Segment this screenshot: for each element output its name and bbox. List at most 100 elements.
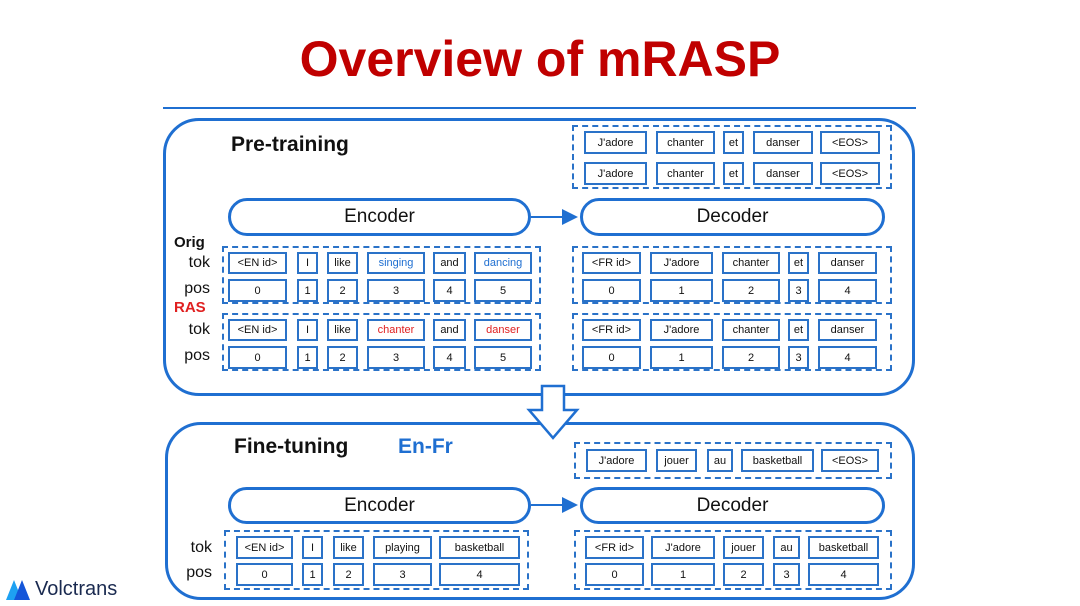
logo-icon (14, 580, 30, 600)
output-token: et (723, 131, 744, 154)
position: 2 (327, 279, 358, 302)
output-token: <EOS> (821, 449, 879, 472)
token: and (433, 252, 466, 274)
output-token: <EOS> (820, 131, 880, 154)
position: 4 (818, 279, 877, 302)
finetuning-label: Fine-tuning (234, 435, 349, 458)
target-group (574, 530, 892, 590)
position: 1 (302, 563, 323, 586)
position: 0 (236, 563, 293, 586)
token: basketball (439, 536, 520, 559)
group-label: RAS (174, 299, 206, 316)
down-arrow (526, 384, 580, 440)
token: like (327, 252, 358, 274)
title-rule (163, 107, 916, 109)
position: 3 (773, 563, 800, 586)
target-group (572, 246, 892, 304)
output-token: danser (753, 162, 813, 185)
token: danser (818, 252, 877, 274)
token: chanter (722, 319, 780, 341)
row-label: pos (184, 347, 210, 364)
position: 0 (228, 279, 287, 302)
token: J'adore (650, 319, 713, 341)
group-label: Orig (174, 234, 205, 251)
slide-title: Overview of mRASP (299, 31, 781, 87)
token: danser (474, 319, 532, 341)
output-token: J'adore (586, 449, 647, 472)
token: <FR id> (585, 536, 644, 559)
position: 4 (433, 279, 466, 302)
output-token: chanter (656, 162, 715, 185)
position: 3 (788, 346, 809, 369)
position: 2 (333, 563, 364, 586)
decoder: Decoder (580, 487, 885, 524)
token: et (788, 252, 809, 274)
pretraining-label: Pre-training (231, 133, 349, 156)
token: dancing (474, 252, 532, 274)
token: basketball (808, 536, 879, 559)
row-label: tok (190, 539, 212, 556)
row-label: pos (184, 280, 210, 297)
output-token: au (707, 449, 733, 472)
token: playing (373, 536, 432, 559)
output-token: J'adore (584, 162, 647, 185)
token: J'adore (650, 252, 713, 274)
position: 3 (367, 346, 425, 369)
token: au (773, 536, 800, 559)
token: et (788, 319, 809, 341)
token: I (297, 252, 318, 274)
output-token: chanter (656, 131, 715, 154)
token: <EN id> (228, 252, 287, 274)
output-token: et (723, 162, 744, 185)
position: 4 (439, 563, 520, 586)
token: chanter (722, 252, 780, 274)
target-output-group (574, 442, 892, 479)
encoder: Encoder (228, 198, 531, 236)
token: like (333, 536, 364, 559)
position: 3 (373, 563, 432, 586)
position: 0 (582, 346, 641, 369)
output-token: jouer (656, 449, 697, 472)
position: 4 (818, 346, 877, 369)
target-group (572, 313, 892, 371)
token: <FR id> (582, 319, 641, 341)
position: 2 (722, 279, 780, 302)
token: jouer (723, 536, 764, 559)
token: I (302, 536, 323, 559)
position: 5 (474, 346, 532, 369)
position: 0 (585, 563, 644, 586)
position: 1 (651, 563, 715, 586)
language-pair: En-Fr (398, 435, 453, 458)
row-label: pos (186, 564, 212, 581)
output-token: danser (753, 131, 813, 154)
target-output-group (572, 125, 892, 189)
position: 4 (433, 346, 466, 369)
position: 1 (650, 279, 713, 302)
position: 2 (327, 346, 358, 369)
token: danser (818, 319, 877, 341)
encoder: Encoder (228, 487, 531, 524)
output-token: J'adore (584, 131, 647, 154)
position: 1 (297, 279, 318, 302)
token: <FR id> (582, 252, 641, 274)
token: singing (367, 252, 425, 274)
position: 3 (788, 279, 809, 302)
pretraining-panel (163, 118, 915, 396)
output-token: <EOS> (820, 162, 880, 185)
position: 1 (650, 346, 713, 369)
position: 2 (723, 563, 764, 586)
logo-text: Volctrans (35, 578, 118, 600)
position: 2 (722, 346, 780, 369)
token: J'adore (651, 536, 715, 559)
source-group (222, 246, 541, 304)
position: 0 (228, 346, 287, 369)
row-label: tok (188, 254, 210, 271)
token: <EN id> (236, 536, 293, 559)
row-label: tok (188, 321, 210, 338)
source-group (224, 530, 529, 590)
position: 5 (474, 279, 532, 302)
token: I (297, 319, 318, 341)
token: like (327, 319, 358, 341)
